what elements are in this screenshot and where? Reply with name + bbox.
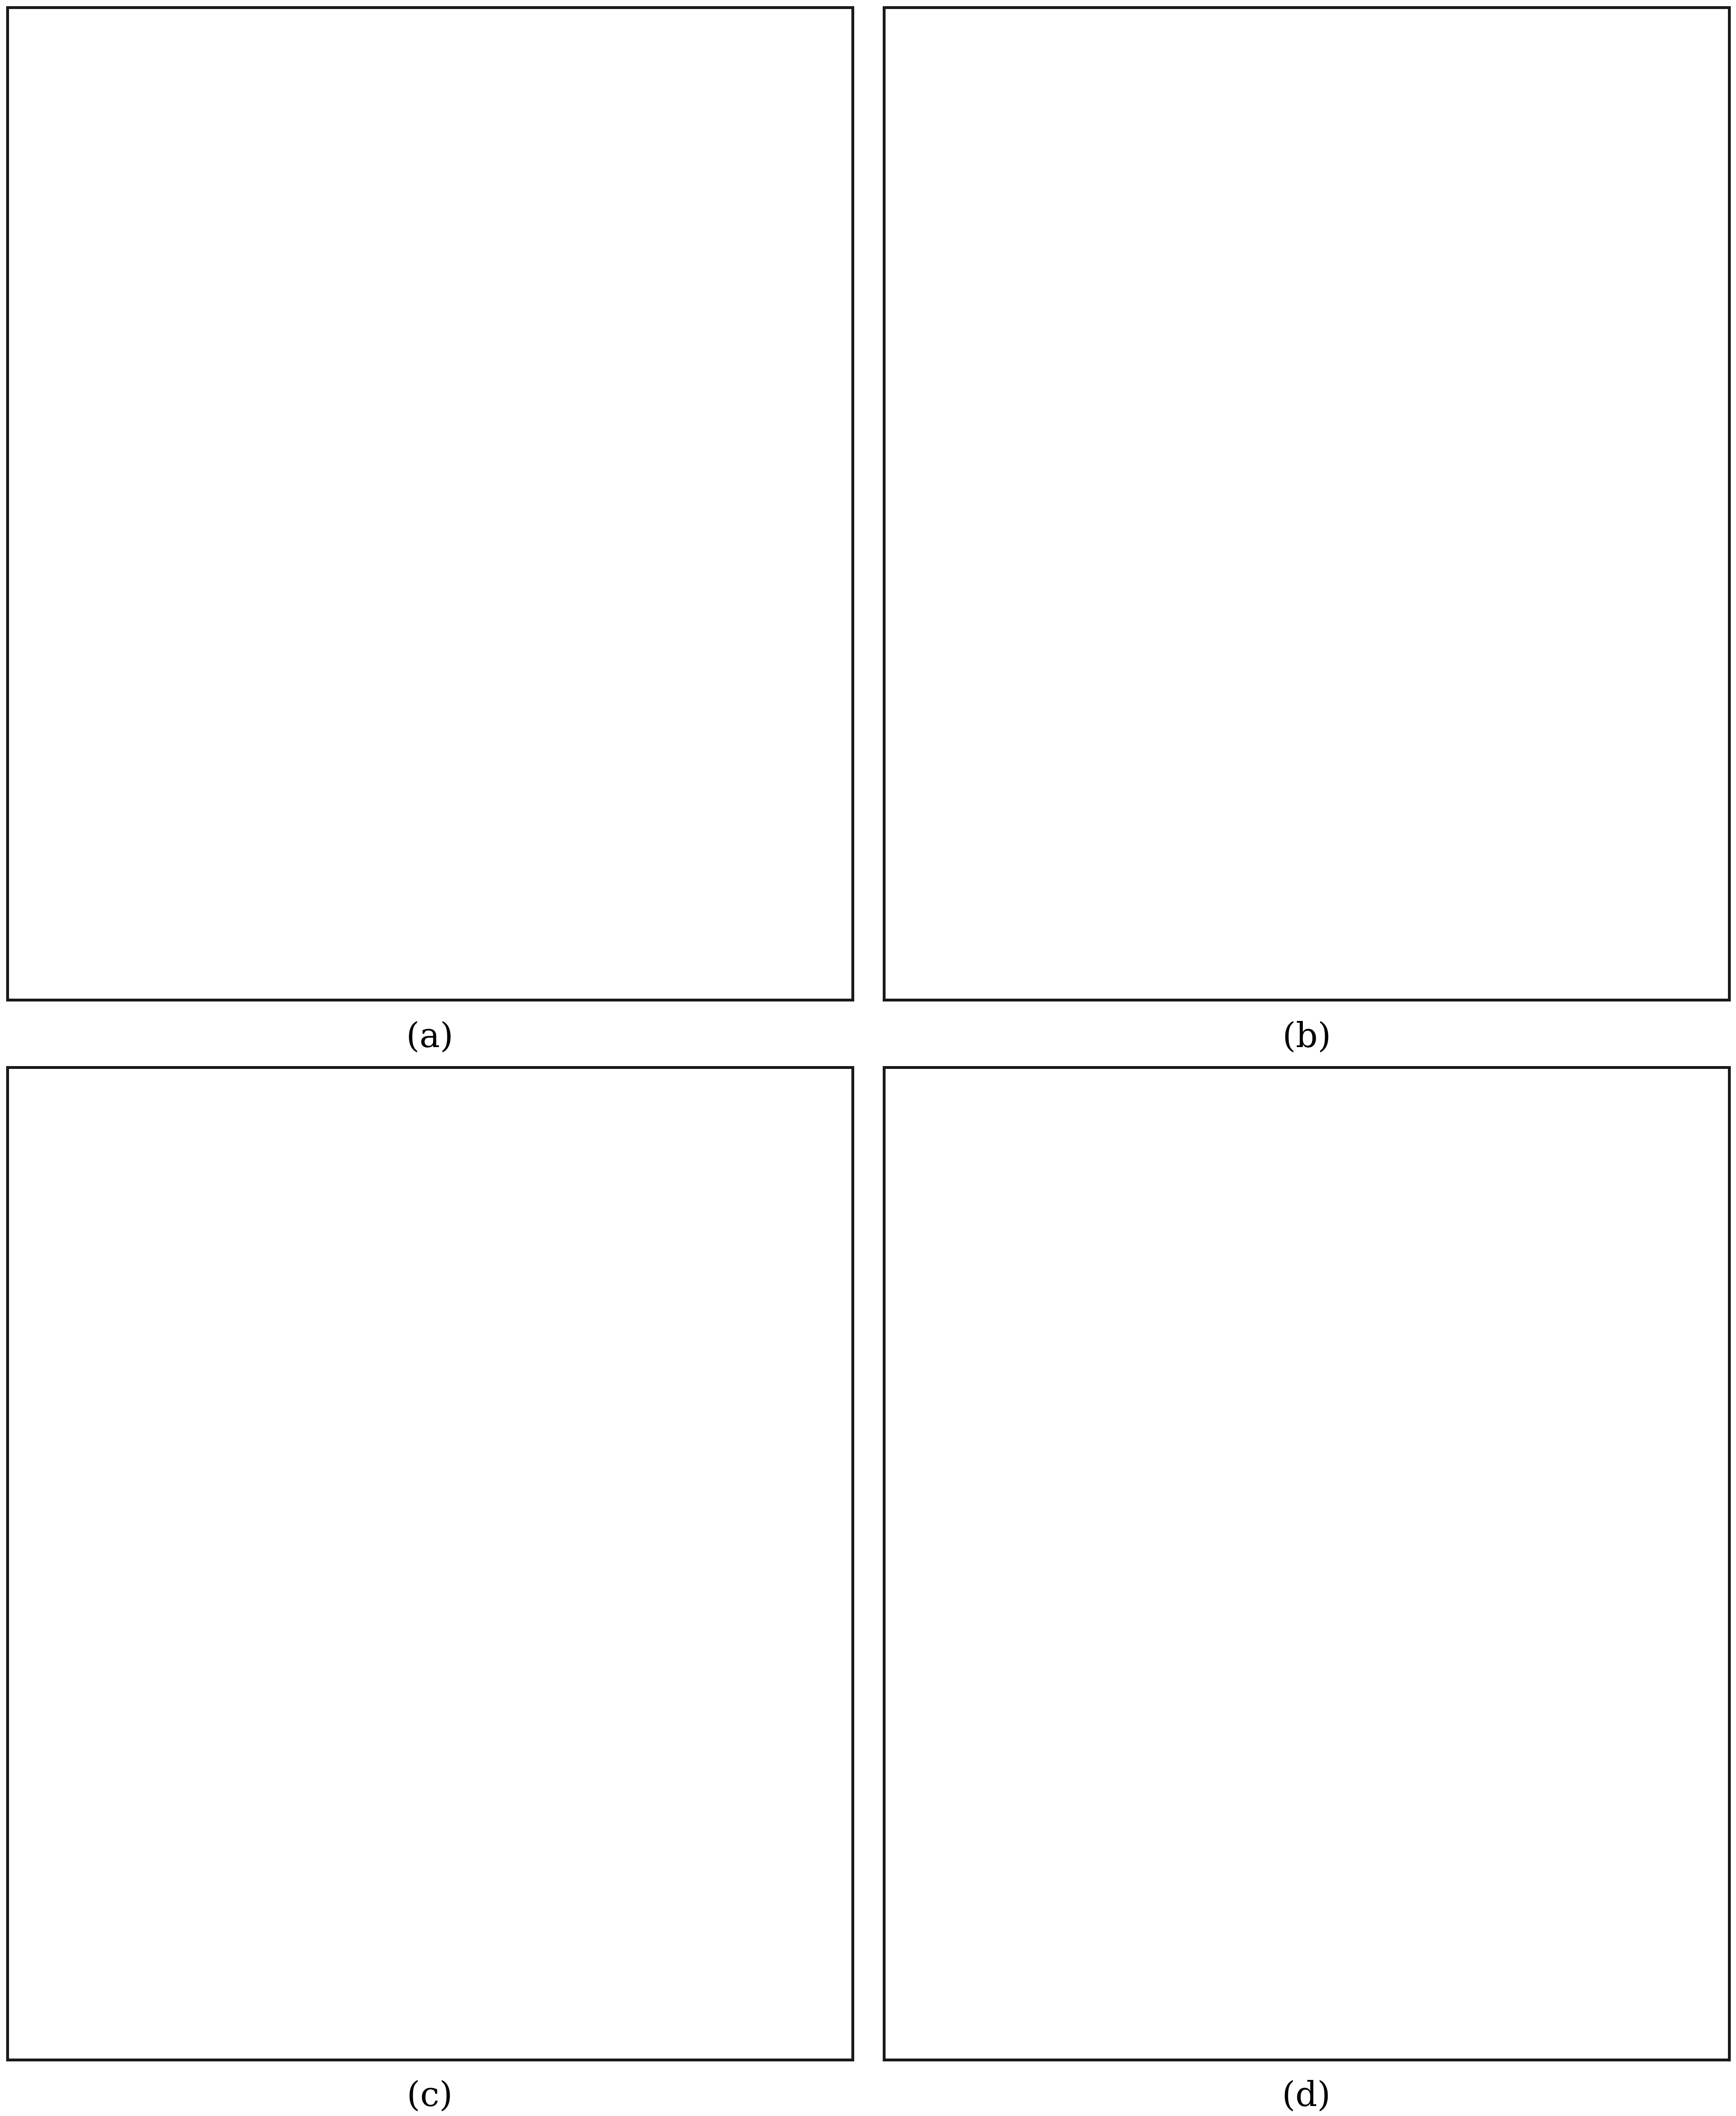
panel-a-frame (6, 6, 854, 1001)
panel-d-frame (883, 1066, 1731, 2061)
panel-caption: (c) (407, 2074, 453, 2114)
panel-caption: (d) (1282, 2074, 1330, 2114)
panel-c-frame (6, 1066, 854, 2061)
panel-caption: (b) (1283, 1015, 1331, 1055)
panel-caption: (a) (406, 1015, 453, 1055)
panel-b-frame (883, 6, 1731, 1001)
